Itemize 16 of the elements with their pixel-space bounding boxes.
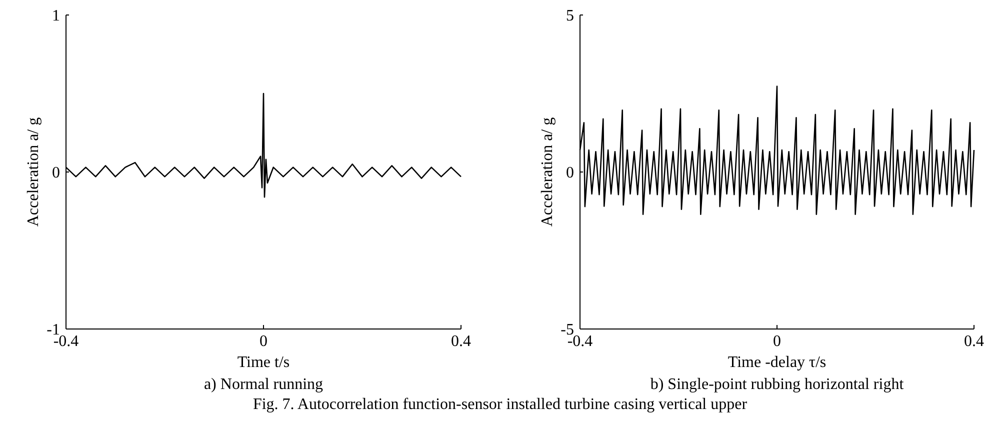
x-tick-label: 0.4	[964, 333, 984, 350]
y-tick-label: 0	[566, 164, 574, 182]
text: b) Single-point rubbing horizontal right	[650, 376, 904, 393]
y-tick-label: 1	[52, 8, 60, 25]
x-axis-title: Time -delay τ/s	[728, 354, 826, 371]
y-axis-title: Acceleration a/ g	[539, 117, 556, 227]
x-tick-label: 0.4	[451, 333, 471, 350]
caption: Fig. 7. Autocorrelation function-sensor installed turbine casing vertical upper	[252, 396, 748, 413]
y-tick-label: -5	[560, 322, 574, 339]
y-tick-label: 5	[566, 8, 574, 25]
x-axis-title: Time t/s	[237, 354, 290, 371]
y-tick-label: 0	[52, 164, 60, 182]
x-tick-label: 0	[260, 333, 268, 350]
y-axis-title: Acceleration a/ g	[25, 117, 42, 227]
x-tick-label: 0	[773, 333, 781, 350]
text: a) Normal running	[204, 376, 324, 393]
